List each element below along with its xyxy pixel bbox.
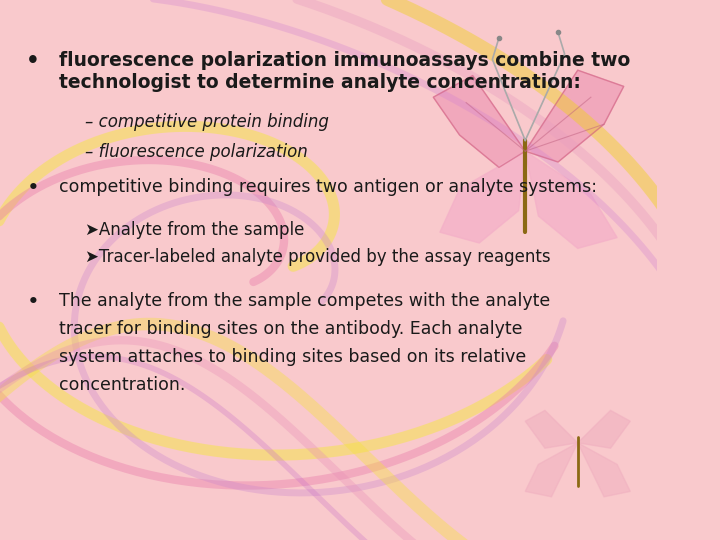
- Text: concentration.: concentration.: [59, 376, 186, 394]
- Polygon shape: [433, 76, 525, 167]
- Polygon shape: [525, 410, 577, 448]
- Text: – fluorescence polarization: – fluorescence polarization: [86, 143, 308, 161]
- Text: competitive binding requires two antigen or analyte systems:: competitive binding requires two antigen…: [59, 178, 597, 196]
- Text: ➤Analyte from the sample: ➤Analyte from the sample: [86, 221, 305, 239]
- Text: •: •: [26, 51, 40, 71]
- Polygon shape: [577, 443, 630, 497]
- Text: fluorescence polarization immunoassays combine two technologist to determine ana: fluorescence polarization immunoassays c…: [59, 51, 630, 92]
- Polygon shape: [525, 70, 624, 162]
- Text: •: •: [26, 178, 39, 198]
- Text: ➤Tracer-labeled analyte provided by the assay reagents: ➤Tracer-labeled analyte provided by the …: [86, 248, 551, 266]
- Polygon shape: [525, 151, 617, 248]
- Polygon shape: [577, 410, 630, 448]
- Text: The analyte from the sample competes with the analyte: The analyte from the sample competes wit…: [59, 292, 550, 309]
- Polygon shape: [440, 151, 525, 243]
- Text: tracer for binding sites on the antibody. Each analyte: tracer for binding sites on the antibody…: [59, 320, 523, 338]
- Text: •: •: [26, 292, 39, 312]
- Polygon shape: [525, 443, 577, 497]
- Text: – competitive protein binding: – competitive protein binding: [86, 113, 329, 131]
- Text: system attaches to binding sites based on its relative: system attaches to binding sites based o…: [59, 348, 526, 366]
